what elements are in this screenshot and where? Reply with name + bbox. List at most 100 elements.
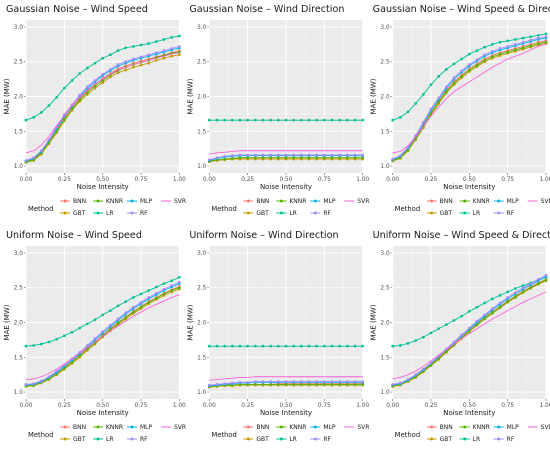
data-point [269,153,273,157]
data-point [299,118,303,122]
data-point [536,282,540,285]
y-tick-label: 3.0 [380,251,390,257]
data-point [284,380,288,383]
data-point [101,56,105,60]
legend-label: SVR [541,424,550,431]
data-point [338,153,342,157]
data-point [414,339,418,342]
data-point [246,380,250,384]
data-point [85,66,89,70]
legend-label: BNN [440,198,453,205]
legend-item-rf: RF [127,436,148,443]
data-point [444,323,448,326]
data-point [55,129,59,133]
data-point [330,383,334,386]
series-svr [25,52,180,154]
y-tick-label: 1.5 [14,129,24,135]
x-tick-label: 0.25 [58,177,71,183]
legend-label: GBT [256,436,269,443]
data-point [101,330,105,333]
data-point [116,63,120,66]
y-tick-label: 2.0 [380,321,390,327]
data-point [353,380,357,383]
y-tick-label: 2.5 [380,286,390,292]
data-point [70,360,74,364]
data-point [315,156,319,160]
data-point [253,156,257,160]
data-point [498,47,502,50]
legend: Method BNN GBT KNNR LR MLP RF SVR [28,198,186,217]
y-axis-label: MAE (MW) [3,304,11,340]
data-point [513,42,517,46]
data-point [108,75,112,79]
x-axis-label: Noise Intensity [77,183,129,191]
data-point [421,120,425,124]
data-point [490,49,494,53]
x-axis-label: Noise Intensity [443,409,495,417]
data-point [521,286,525,290]
data-point [330,118,334,122]
data-point [498,294,502,297]
series-line [392,43,547,154]
legend-label: MLP [140,424,153,431]
data-point [47,340,51,344]
data-point [116,71,120,75]
data-point [544,40,548,44]
data-point [398,344,402,347]
legend-item-mlp: MLP [310,198,336,205]
data-point [147,296,151,299]
data-point [269,344,273,348]
data-point [345,118,349,122]
data-point [85,85,89,89]
legend-label: SVR [174,198,186,205]
y-tick-label: 2.5 [14,286,24,292]
data-point [299,344,303,348]
data-point [154,51,158,55]
x-tick-label: 0.50 [96,177,109,183]
data-point [299,156,303,160]
legend-item-gbt: GBT [243,210,269,217]
legend-title: Method [211,431,237,439]
data-point [223,344,227,348]
data-point [452,319,456,322]
y-tick-label: 1.5 [197,129,207,135]
legend-item-rf: RF [493,210,515,217]
x-tick-label: 0.25 [58,403,71,409]
legend-title: Method [28,205,54,213]
data-point [85,322,89,326]
data-point [353,344,357,348]
data-point [131,57,135,61]
data-point [452,62,456,66]
data-point [24,159,28,162]
series-line [209,150,363,155]
x-tick-label: 0.50 [463,177,476,183]
data-point [467,329,471,333]
y-tick-label: 3.0 [197,251,207,257]
legend-item-rf: RF [127,210,148,217]
data-point [177,53,181,57]
legend-item-lr: LR [93,436,114,443]
data-point [131,45,135,48]
data-point [124,316,128,319]
data-point [429,83,433,87]
y-tick-label: 2.0 [14,321,24,327]
data-point [207,158,211,162]
data-point [32,382,36,386]
data-point [506,296,510,299]
y-tick-label: 2.0 [197,95,207,101]
data-point [246,118,250,122]
legend-item-svr: SVR [161,198,186,205]
data-point [513,291,517,294]
legend-title: Method [211,205,237,213]
legend-label: RF [140,436,148,443]
data-point [429,107,433,111]
legend-swatch-point [497,199,501,203]
legend-swatch-point [430,425,434,429]
data-point [116,321,120,325]
y-tick-label: 1.0 [380,164,390,170]
data-point [62,367,66,370]
legend-label: MLP [323,198,336,205]
data-point [315,118,319,122]
x-tick-label: 0.25 [241,403,254,409]
data-point [207,118,211,122]
